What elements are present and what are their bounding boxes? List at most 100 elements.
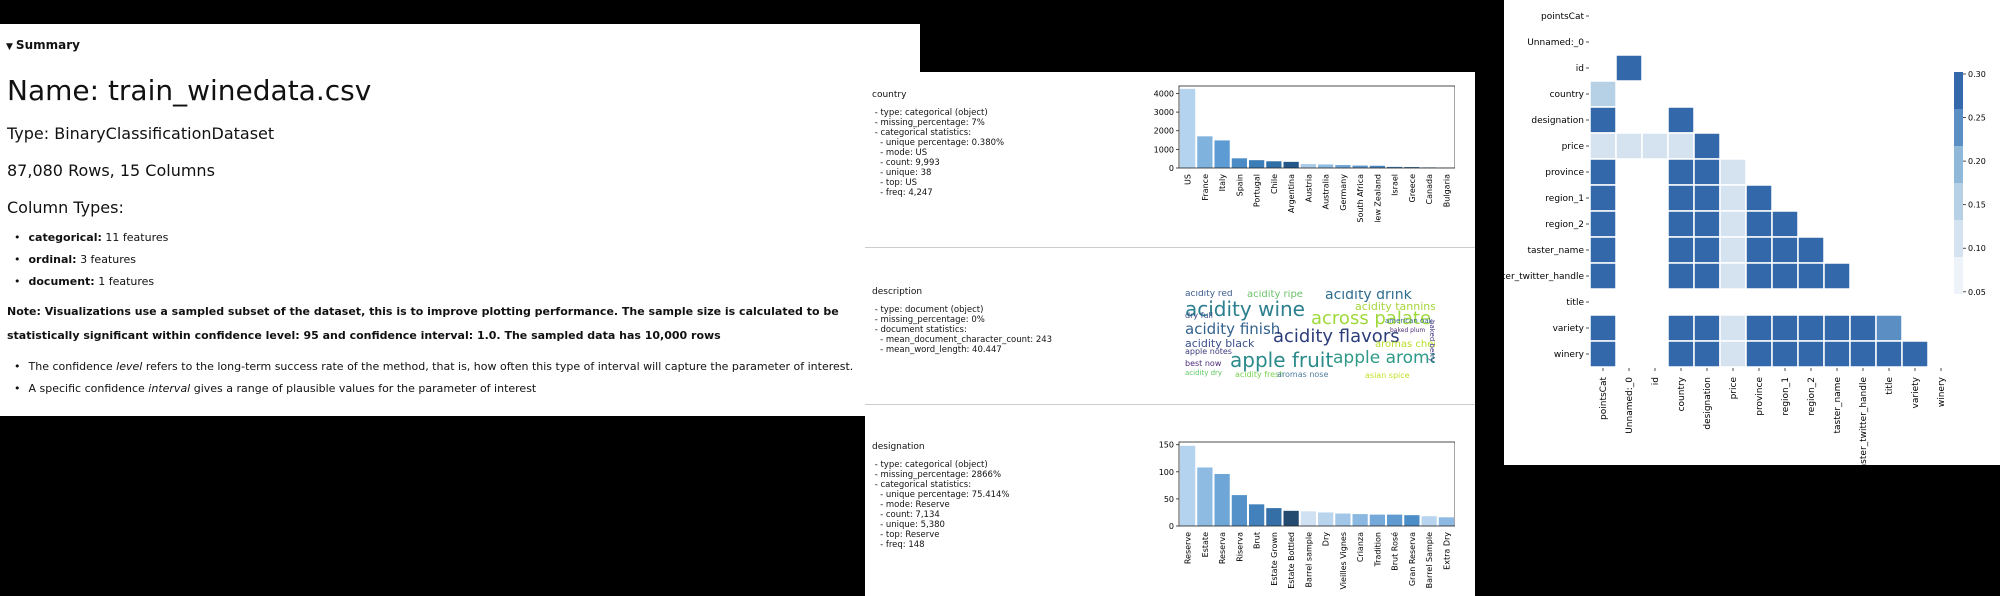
- heatmap-cell: [1667, 236, 1695, 264]
- wordcloud-term: apple notes: [1185, 347, 1232, 356]
- colorbar-tick-label: 0.10: [1968, 244, 1986, 253]
- bar: [1369, 514, 1385, 526]
- x-tick-label: Estate Bottled: [1287, 532, 1296, 589]
- row-label: taster_name: [1527, 246, 1584, 256]
- heatmap-cell: [1667, 184, 1695, 212]
- column-label: designation: [1703, 377, 1713, 430]
- heatmap-cell: [1797, 236, 1825, 264]
- x-tick-label: Argentina: [1287, 174, 1296, 213]
- column-name-country: country: [872, 90, 907, 100]
- y-tick-label: 2000: [1154, 127, 1174, 136]
- bar: [1404, 515, 1420, 526]
- row-label: taster_twitter_handle: [1504, 272, 1584, 282]
- summary-toggle[interactable]: ▼ Summary: [6, 38, 80, 52]
- x-tick-label: Barrel sample: [1304, 532, 1313, 588]
- x-tick-label: Brut Rosé: [1390, 532, 1400, 571]
- column-stats-designation: - type: categorical (object) - missing_p…: [874, 460, 1010, 550]
- bar: [1421, 516, 1437, 526]
- column-type-item: ordinal: 3 features: [14, 253, 137, 266]
- description-wordcloud: acidity red acidity ripe acidity drink acid…: [1185, 290, 1435, 390]
- column-label: id: [1651, 377, 1661, 385]
- heatmap-cell: [1771, 314, 1799, 342]
- heatmap-cell: [1589, 210, 1617, 238]
- caret-down-icon: ▼: [6, 42, 13, 52]
- heatmap-cell: [1745, 236, 1773, 264]
- heatmap-cell: [1589, 80, 1617, 108]
- x-tick-label: South Africa: [1356, 174, 1365, 222]
- heatmap-cell: [1745, 314, 1773, 342]
- colorbar-segment: [1954, 220, 1963, 257]
- column-label: taster_name: [1833, 377, 1843, 434]
- wordcloud-term: best now: [1185, 359, 1222, 368]
- bar: [1283, 161, 1299, 168]
- x-tick-label: Austria: [1304, 174, 1313, 202]
- bar: [1249, 160, 1265, 168]
- heatmap-cell: [1667, 132, 1695, 160]
- y-tick-label: 50: [1164, 495, 1174, 504]
- y-tick-label: 150: [1159, 441, 1174, 450]
- wordcloud-term: acidity fresh: [1235, 370, 1285, 379]
- colorbar-tick-label: 0.20: [1968, 157, 1986, 166]
- heatmap-cell: [1693, 132, 1721, 160]
- y-tick-label: 4000: [1154, 89, 1174, 98]
- x-tick-label: Spain: [1235, 174, 1244, 196]
- wordcloud-term: apple fruit: [1230, 348, 1334, 372]
- heatmap-cell: [1589, 106, 1617, 134]
- heatmap-cell: [1901, 340, 1929, 368]
- heatmap-cell: [1667, 340, 1695, 368]
- heatmap-cell: [1589, 314, 1617, 342]
- dataset-size: 87,080 Rows, 15 Columns: [7, 161, 215, 180]
- column-stats-description: - type: document (object) - missing_perc…: [874, 305, 1053, 355]
- heatmap-cell: [1693, 314, 1721, 342]
- bar: [1369, 165, 1385, 168]
- heatmap-cell: [1823, 314, 1851, 342]
- x-tick-label: Gran Reserva: [1408, 532, 1417, 586]
- column-label: title: [1885, 377, 1895, 395]
- wordcloud-term: acidity finish: [1185, 320, 1281, 338]
- column-label: region_2: [1807, 377, 1817, 416]
- heatmap-cell: [1589, 184, 1617, 212]
- column-stats-country: - type: categorical (object) - missing_p…: [874, 108, 1005, 198]
- column-label: region_1: [1781, 377, 1791, 416]
- bar: [1214, 140, 1230, 168]
- x-tick-label: Riserva: [1235, 532, 1244, 562]
- x-tick-label: Brut: [1253, 532, 1262, 549]
- heatmap-cell: [1693, 184, 1721, 212]
- heatmap-cell: [1615, 132, 1643, 160]
- bar: [1352, 165, 1368, 168]
- heatmap-cell: [1745, 262, 1773, 290]
- heatmap-cell: [1875, 340, 1903, 368]
- plot-frame: [1178, 85, 1455, 169]
- x-tick-label: Canada: [1425, 174, 1434, 205]
- x-tick-label: Italy: [1218, 174, 1227, 192]
- heatmap-cell: [1615, 54, 1643, 82]
- x-tick-label: Bulgaria: [1442, 174, 1451, 207]
- x-tick-label: Israel: [1391, 174, 1400, 196]
- heatmap-cell: [1823, 340, 1851, 368]
- row-label: province: [1545, 168, 1584, 178]
- row-label: pointsCat: [1541, 12, 1584, 22]
- wordcloud-term: aromas cherry: [1375, 339, 1435, 350]
- x-tick-label: Chile: [1270, 174, 1279, 194]
- bar: [1214, 473, 1230, 526]
- column-stats-panel: country - type: categorical (object) - m…: [865, 72, 1475, 596]
- heatmap-cell: [1771, 236, 1799, 264]
- bar: [1197, 136, 1213, 168]
- wordcloud-term: aromas nose: [1277, 370, 1329, 379]
- x-tick-label: New Zealand: [1373, 174, 1382, 222]
- row-label: designation: [1531, 116, 1584, 126]
- wordcloud-term: dry full: [1185, 311, 1213, 320]
- y-tick-label: 0: [1169, 164, 1174, 173]
- heatmap-cell: [1745, 340, 1773, 368]
- heatmap-cell: [1667, 262, 1695, 290]
- heatmap-cell: [1589, 340, 1617, 368]
- heatmap-cell: [1667, 106, 1695, 134]
- heatmap-cell: [1693, 262, 1721, 290]
- heatmap-cell: [1641, 132, 1669, 160]
- colorbar-segment: [1954, 72, 1963, 109]
- bar: [1283, 510, 1299, 526]
- bar: [1231, 158, 1247, 168]
- colorbar-segment: [1954, 109, 1963, 146]
- bar: [1231, 495, 1247, 526]
- correlation-heatmap-panel: pointsCat Unnamed:_0 id country designation p…: [1488, 0, 2000, 473]
